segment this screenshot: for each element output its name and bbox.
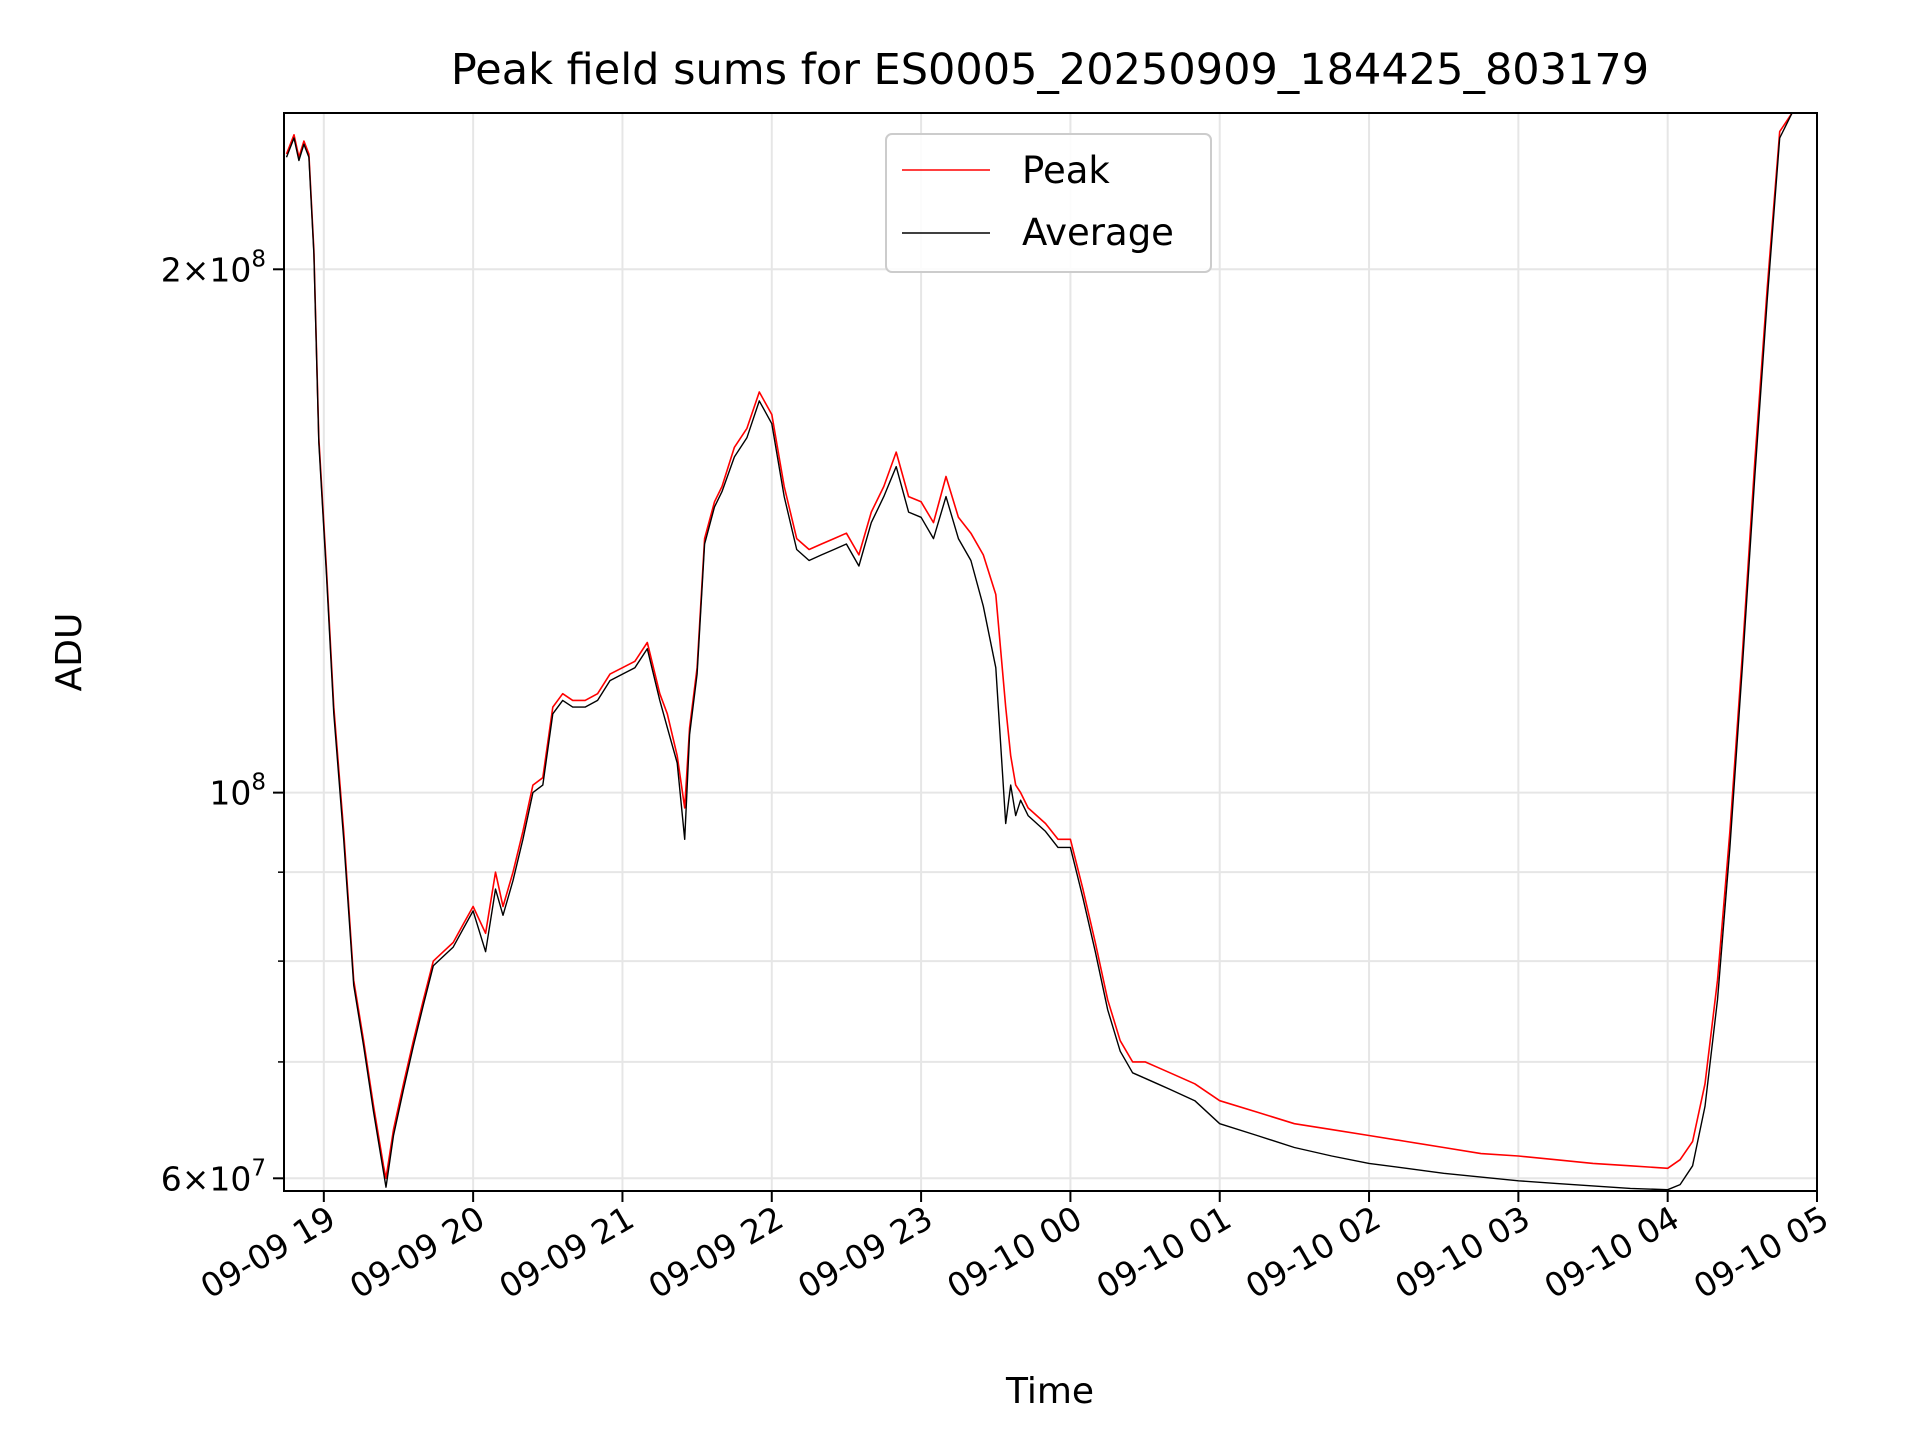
plot-area-frame <box>283 112 1818 1192</box>
y-tick-label-exponent: 8 <box>251 246 266 272</box>
legend: Peak Average <box>885 133 1212 273</box>
y-tick-label-exponent: 8 <box>251 770 266 796</box>
series-line-peak <box>285 112 1793 1180</box>
x-axis-label: Time <box>1005 1371 1094 1412</box>
x-tick-label: 09-10 05 <box>1687 1198 1835 1306</box>
y-tick-label-base: 10 <box>209 774 251 813</box>
y-tick-label: 6×107 <box>161 1155 266 1198</box>
y-tick-label: 2×108 <box>161 246 266 289</box>
x-tick-label: 09-09 20 <box>343 1198 491 1306</box>
x-tick-label: 09-09 23 <box>791 1198 939 1306</box>
x-tick-label: 09-09 21 <box>492 1198 640 1306</box>
legend-box <box>885 133 1212 273</box>
x-tick-label: 09-10 02 <box>1239 1198 1387 1306</box>
series-lines <box>285 112 1793 1191</box>
x-tick-label: 09-10 04 <box>1538 1198 1686 1306</box>
x-tick-label: 09-10 03 <box>1388 1198 1536 1306</box>
chart-title: Peak field sums for ES0005_20250909_1844… <box>451 45 1649 95</box>
y-tick-label-base: 2×10 <box>161 250 252 289</box>
grid-lines <box>284 113 1818 1191</box>
y-tick-label-base: 6×10 <box>161 1159 252 1198</box>
x-tick-label: 09-10 00 <box>940 1198 1088 1306</box>
legend-label-average: Average <box>1022 211 1174 254</box>
x-tick-label: 09-10 01 <box>1090 1198 1238 1306</box>
y-tick-label: 108 <box>209 770 266 813</box>
legend-label-peak: Peak <box>1022 149 1110 192</box>
x-tick-label: 09-09 22 <box>642 1198 790 1306</box>
y-axis-label: ADU <box>49 613 90 692</box>
x-tick-label: 09-09 19 <box>194 1198 342 1306</box>
x-axis-ticks: 09-09 19 09-09 20 09-09 21 09-09 22 09-09 23… <box>194 1191 1835 1306</box>
y-tick-label-exponent: 7 <box>251 1155 266 1181</box>
series-line-average <box>285 112 1793 1191</box>
